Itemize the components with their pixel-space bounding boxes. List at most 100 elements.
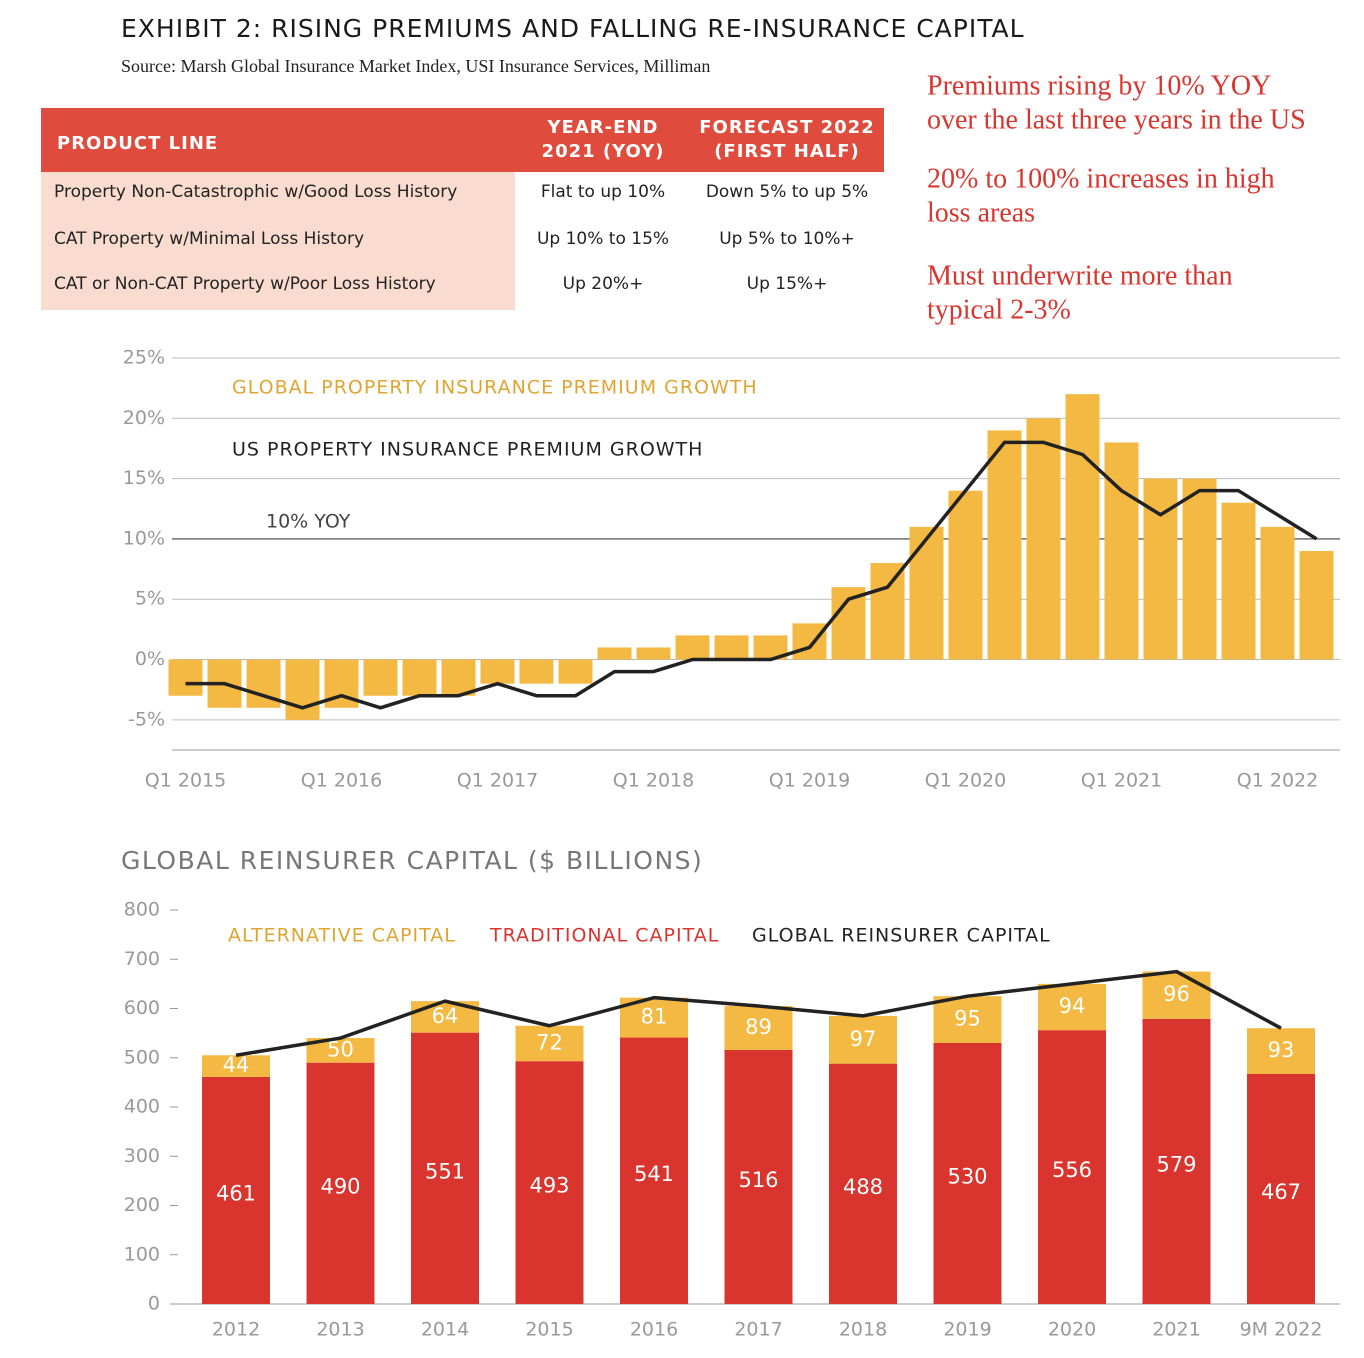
table-header: YEAR-END	[547, 117, 659, 138]
bar	[558, 659, 593, 684]
data-label: 461	[216, 1181, 256, 1205]
data-label: 94	[1059, 994, 1086, 1018]
x-tick-label: 2018	[839, 1319, 887, 1341]
bar	[519, 659, 554, 684]
source: Source: Marsh Global Insurance Market In…	[121, 56, 710, 76]
table-header: (FIRST HALF)	[714, 141, 860, 162]
data-label: 64	[432, 1004, 459, 1028]
bar-segment	[202, 1055, 270, 1077]
table-cell: Up 10% to 15%	[537, 229, 669, 249]
table-header-bg	[41, 108, 884, 172]
bar-segment	[1038, 983, 1106, 1031]
y-tick-label: -5%	[128, 708, 165, 730]
x-tick-label: 2012	[212, 1319, 260, 1341]
bar-segment	[1142, 971, 1211, 1019]
data-label: 530	[947, 1164, 987, 1188]
y-tick-label: 0%	[135, 648, 165, 670]
data-label: 541	[634, 1162, 674, 1186]
chart-title: GLOBAL REINSURER CAPITAL ($ BILLIONS)	[121, 846, 703, 875]
data-label: 81	[641, 1005, 668, 1029]
data-label: 490	[320, 1174, 360, 1198]
y-tick-label: 600	[124, 997, 160, 1019]
data-label: 97	[850, 1027, 877, 1051]
bar	[1299, 550, 1334, 660]
bar-segment	[515, 1061, 584, 1304]
table-cell: CAT or Non-CAT Property w/Poor Loss Hist…	[54, 274, 436, 294]
legend-entry: TRADITIONAL CAPITAL	[489, 925, 719, 947]
table-cell: Down 5% to up 5%	[706, 182, 868, 202]
x-tick-label: 2013	[316, 1319, 364, 1341]
bar-segment	[1038, 1030, 1106, 1304]
title: EXHIBIT 2: RISING PREMIUMS AND FALLING R…	[121, 14, 1025, 43]
x-tick-label: Q1 2021	[1081, 770, 1162, 792]
x-tick-label: 2017	[734, 1319, 782, 1341]
bar-segment	[724, 1006, 793, 1050]
bar-segment	[202, 1076, 270, 1304]
bar	[402, 659, 437, 696]
y-tick-label: 10%	[123, 527, 165, 549]
table-cell: Flat to up 10%	[541, 182, 665, 202]
y-tick-label: 0	[148, 1293, 160, 1315]
data-label: 488	[843, 1175, 883, 1199]
bar-segment	[829, 1015, 897, 1064]
bar	[909, 526, 944, 660]
bar	[1026, 418, 1061, 660]
data-label: 467	[1261, 1180, 1301, 1204]
table-header: FORECAST 2022	[699, 117, 875, 138]
bar	[948, 490, 983, 660]
data-label: 72	[536, 1030, 563, 1054]
data-label: 493	[529, 1174, 569, 1198]
table-header: 2021 (YOY)	[542, 141, 665, 162]
bar-segment	[1247, 1074, 1315, 1304]
data-label: 89	[745, 1015, 772, 1039]
table-cell: Up 5% to 10%+	[719, 229, 855, 249]
data-label: 516	[738, 1168, 778, 1192]
bar-segment	[933, 1042, 1002, 1304]
bar	[792, 623, 827, 660]
x-tick-label: 2016	[630, 1319, 678, 1341]
note: Must underwrite more than	[927, 260, 1233, 291]
bar-segment	[515, 1025, 584, 1062]
bar	[1065, 394, 1100, 660]
x-tick-label: Q1 2020	[925, 770, 1006, 792]
y-tick-label: 20%	[123, 407, 165, 429]
note: Premiums rising by 10% YOY	[927, 70, 1271, 101]
data-label: 50	[327, 1037, 354, 1061]
bar-segment	[306, 1062, 375, 1304]
bar	[480, 659, 515, 684]
table-cell: Up 15%+	[747, 274, 828, 294]
note: loss areas	[927, 197, 1035, 228]
data-label: 95	[954, 1007, 981, 1031]
table-cell: Up 20%+	[563, 274, 644, 294]
bar	[714, 635, 749, 660]
bar	[1260, 526, 1295, 660]
note: typical 2-3%	[927, 294, 1071, 325]
bar	[597, 647, 632, 660]
x-tick-label: Q1 2015	[145, 770, 226, 792]
y-tick-label: 300	[124, 1145, 160, 1167]
bar	[441, 659, 476, 696]
data-label: 551	[425, 1159, 465, 1183]
bar	[636, 647, 671, 660]
bar-segment	[933, 996, 1002, 1043]
bar	[1182, 478, 1217, 660]
bar	[168, 659, 203, 696]
y-tick-label: 5%	[135, 588, 165, 610]
bar	[675, 635, 710, 660]
legend-entry: US PROPERTY INSURANCE PREMIUM GROWTH	[232, 439, 703, 461]
y-tick-label: 15%	[123, 467, 165, 489]
data-label: 556	[1052, 1158, 1092, 1182]
bar-segment	[1247, 1028, 1315, 1075]
legend-entry: ALTERNATIVE CAPITAL	[228, 925, 456, 947]
data-label: 93	[1268, 1038, 1295, 1062]
x-tick-label: Q1 2016	[301, 770, 382, 792]
legend-entry: GLOBAL REINSURER CAPITAL	[752, 925, 1051, 947]
x-tick-label: Q1 2018	[613, 770, 694, 792]
bar-segment	[724, 1049, 793, 1304]
x-tick-label: Q1 2022	[1237, 770, 1318, 792]
note: 20% to 100% increases in high	[927, 163, 1275, 194]
table-row-bg	[41, 172, 515, 310]
table-cell: Property Non-Catastrophic w/Good Loss Hi…	[54, 182, 457, 202]
y-tick-label: 100	[124, 1243, 160, 1265]
y-tick-label: 200	[124, 1194, 160, 1216]
